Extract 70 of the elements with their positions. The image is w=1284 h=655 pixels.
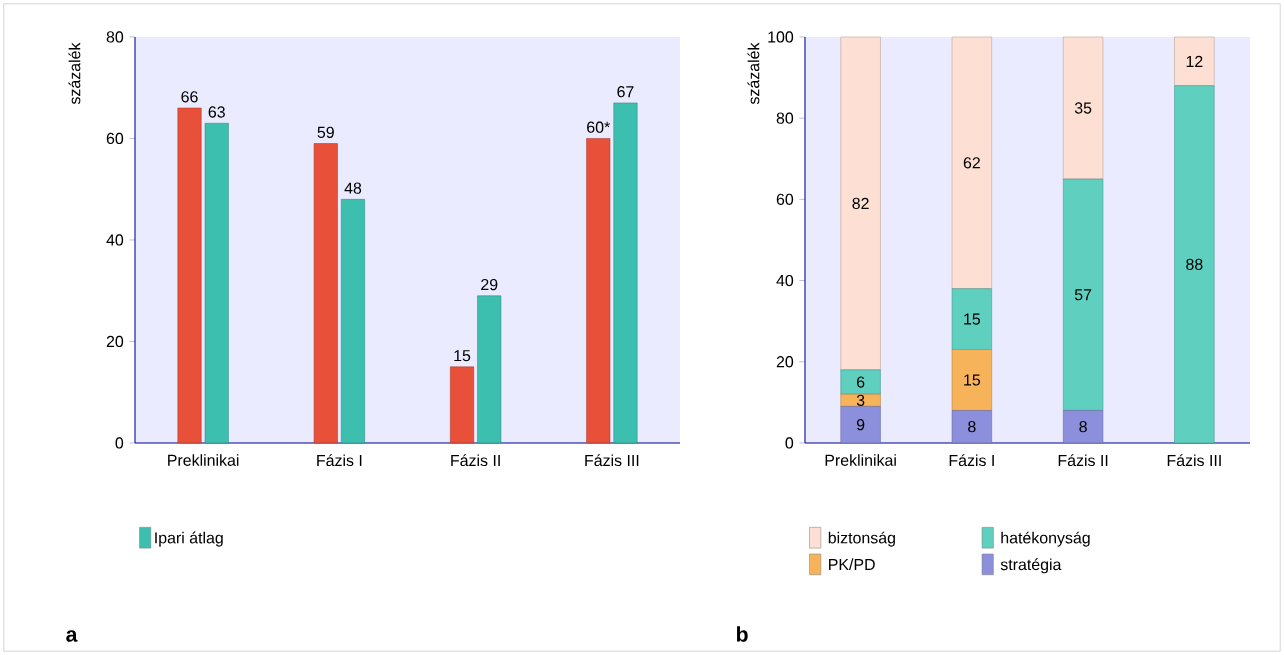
- data-label: 66: [181, 91, 198, 103]
- y-axis-title: százalék: [747, 42, 760, 105]
- bar: [477, 295, 502, 444]
- bar: [204, 122, 229, 444]
- data-label: 35: [1074, 102, 1092, 114]
- data-label: 57: [1074, 289, 1092, 301]
- y-tick-label: 20: [106, 335, 124, 348]
- x-tick-label: Fázis III: [585, 454, 639, 467]
- y-tick-label: 20: [776, 356, 794, 368]
- data-label: 15: [964, 313, 981, 325]
- bar: [613, 102, 638, 444]
- bar: [840, 393, 881, 407]
- data-label: 12: [1186, 55, 1203, 67]
- legend-label: stratégia: [1000, 558, 1062, 574]
- data-label: 8: [968, 421, 976, 433]
- data-label: 3: [856, 394, 865, 406]
- bar: [1174, 85, 1215, 444]
- data-label: 9: [856, 419, 865, 431]
- text: b: [736, 626, 748, 642]
- data-label: 63: [208, 106, 225, 118]
- bar: [951, 349, 992, 411]
- y-tick-label: 0: [785, 437, 794, 449]
- x-tick-label: Preklinikai: [825, 454, 896, 466]
- data-label: 48: [344, 182, 362, 194]
- data-label: 88: [1186, 258, 1203, 270]
- bar: [840, 406, 881, 444]
- bar: [1063, 36, 1104, 180]
- data-label: 15: [964, 374, 981, 386]
- y-tick-label: 100: [768, 31, 794, 43]
- y-tick-label: 60: [106, 132, 124, 145]
- data-label: 82: [852, 197, 869, 210]
- x-tick-label: Fázis I: [317, 454, 362, 467]
- bar: [951, 410, 992, 444]
- legend-label: PK/PD: [829, 558, 875, 571]
- bar: [450, 366, 475, 444]
- data-label: 29: [481, 278, 498, 291]
- text: a: [66, 630, 78, 642]
- y-tick-label: 60: [776, 193, 794, 205]
- y-tick-label: 40: [106, 234, 124, 246]
- bar: [313, 143, 338, 444]
- bar: [840, 369, 881, 395]
- bar: [1063, 410, 1104, 444]
- y-tick-label: 0: [115, 437, 124, 449]
- x-tick-label: Fázis II: [1058, 454, 1108, 467]
- bar: [1174, 36, 1215, 86]
- x-tick-label: Fázis I: [949, 454, 994, 467]
- legend-label: Ipari átlag: [155, 531, 223, 547]
- y-tick-label: 40: [776, 274, 794, 287]
- x-tick-label: Fázis II: [451, 454, 500, 467]
- data-label: 62: [963, 157, 980, 169]
- y-tick-label: 80: [776, 112, 794, 124]
- bar: [177, 107, 202, 444]
- x-tick-label: Preklinikai: [168, 454, 239, 466]
- data-label: 60*: [587, 121, 610, 133]
- data-label: 67: [617, 86, 634, 98]
- legend-label: hatékonyság: [1001, 531, 1090, 547]
- y-tick-label: 80: [106, 31, 124, 43]
- data-label: 8: [1079, 421, 1087, 433]
- bar: [1063, 178, 1104, 411]
- x-tick-label: Fázis III: [1167, 454, 1221, 467]
- y-axis-title: százalék: [68, 42, 81, 105]
- data-label: 59: [317, 126, 334, 138]
- legend-label: biztonság: [828, 531, 895, 547]
- bar: [840, 36, 881, 371]
- data-label: 6: [856, 376, 865, 388]
- bar: [951, 36, 992, 289]
- bar: [951, 288, 992, 350]
- bar: [341, 199, 365, 444]
- bar: [586, 138, 611, 444]
- data-label: 15: [454, 350, 471, 362]
